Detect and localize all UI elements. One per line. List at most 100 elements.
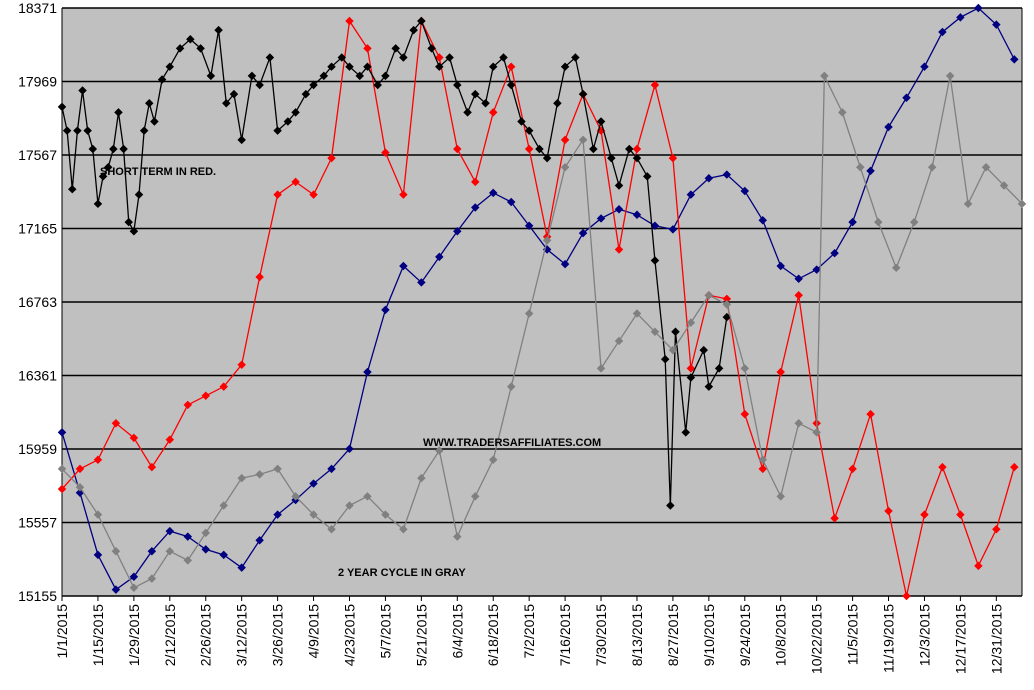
data-point — [471, 203, 480, 212]
data-point — [453, 226, 462, 236]
x-tick-label: 1/1/2015 — [54, 604, 70, 659]
y-tick-label: 17567 — [18, 147, 57, 163]
data-point — [488, 188, 498, 198]
data-point — [740, 409, 750, 419]
data-point — [255, 80, 264, 90]
annotation-two-year-cycle: 2 YEAR CYCLE IN GRAY — [338, 567, 466, 579]
data-point — [206, 71, 216, 81]
x-tick-label: 11/5/2015 — [845, 604, 861, 665]
data-point — [150, 117, 159, 126]
data-point — [57, 428, 67, 437]
data-point — [111, 418, 121, 428]
data-point — [229, 89, 239, 99]
data-point — [714, 364, 724, 373]
data-point — [103, 163, 113, 172]
data-point — [409, 25, 418, 35]
x-tick-label: 12/17/2015 — [952, 604, 968, 674]
data-point — [301, 89, 311, 99]
data-point — [381, 71, 390, 81]
data-point — [75, 464, 85, 474]
data-point — [183, 400, 193, 410]
data-point — [93, 455, 103, 465]
data-point — [722, 312, 732, 322]
y-tick-label: 15155 — [18, 588, 57, 604]
data-point — [488, 62, 498, 71]
data-point — [453, 80, 462, 90]
annotation-short-term: SHORT TERM IN RED. — [100, 166, 216, 178]
data-point — [219, 501, 228, 510]
data-point — [471, 492, 480, 501]
data-point — [255, 470, 264, 479]
data-point — [345, 62, 354, 71]
x-tick-label: 9/24/2015 — [737, 604, 753, 666]
data-point — [391, 44, 400, 53]
data-point — [124, 217, 133, 227]
data-point — [848, 464, 857, 474]
data-point — [237, 360, 246, 369]
data-point — [722, 294, 732, 304]
data-point — [157, 75, 167, 84]
data-point — [222, 99, 231, 108]
data-point — [247, 71, 257, 81]
annotations: SHORT TERM IN RED. WWW.TRADERSAFFILIATES… — [100, 166, 601, 579]
data-point — [722, 300, 732, 309]
data-point — [399, 261, 408, 271]
data-point — [699, 345, 708, 355]
data-point — [175, 44, 185, 53]
x-tick-label: 12/3/2015 — [916, 604, 932, 666]
data-point — [650, 327, 660, 337]
x-tick-label: 1/15/2015 — [90, 604, 106, 666]
x-tick-label: 6/18/2015 — [485, 604, 501, 666]
data-point — [73, 126, 82, 135]
data-point — [255, 272, 264, 282]
data-point — [291, 492, 300, 501]
data-point — [471, 177, 480, 187]
data-point — [471, 89, 480, 99]
data-point — [660, 354, 670, 364]
data-point — [812, 428, 821, 437]
data-point — [435, 62, 444, 71]
data-point — [291, 108, 300, 117]
data-point — [704, 290, 714, 300]
data-point — [453, 532, 462, 541]
data-point — [776, 367, 785, 377]
x-tick-label: 7/16/2015 — [557, 604, 573, 666]
data-point — [830, 514, 839, 523]
y-tick-label: 17165 — [18, 221, 57, 237]
data-point — [363, 62, 372, 71]
data-point — [399, 53, 408, 62]
data-point — [62, 126, 72, 135]
data-point — [129, 226, 139, 236]
data-point — [355, 71, 364, 81]
data-point — [319, 71, 329, 81]
data-point — [481, 99, 490, 108]
data-point — [98, 172, 108, 181]
data-point — [327, 62, 336, 71]
data-point — [668, 345, 678, 355]
data-point — [363, 367, 372, 377]
data-point — [740, 364, 750, 373]
x-tick-label: 1/29/2015 — [126, 604, 142, 666]
data-point — [506, 382, 516, 391]
data-point — [363, 44, 372, 53]
x-axis: 1/1/2015 1/15/2015 1/29/2015 2/12/2015 2/26/… — [54, 596, 1004, 674]
x-tick-label: 7/2/2015 — [521, 604, 537, 659]
data-point — [119, 144, 128, 154]
data-point — [57, 464, 67, 474]
data-point — [78, 86, 87, 95]
data-point — [201, 391, 210, 401]
x-tick-label: 6/4/2015 — [449, 604, 465, 659]
data-point — [381, 305, 390, 315]
data-point — [938, 462, 947, 472]
data-point — [671, 327, 680, 337]
data-point — [758, 455, 767, 465]
data-point — [902, 591, 911, 601]
data-point — [327, 525, 336, 534]
data-point — [93, 199, 103, 209]
data-point — [776, 261, 785, 271]
data-point — [704, 382, 714, 391]
data-point — [273, 510, 282, 519]
data-point — [776, 492, 785, 501]
y-tick-label: 16361 — [18, 368, 57, 384]
data-point — [237, 135, 246, 145]
